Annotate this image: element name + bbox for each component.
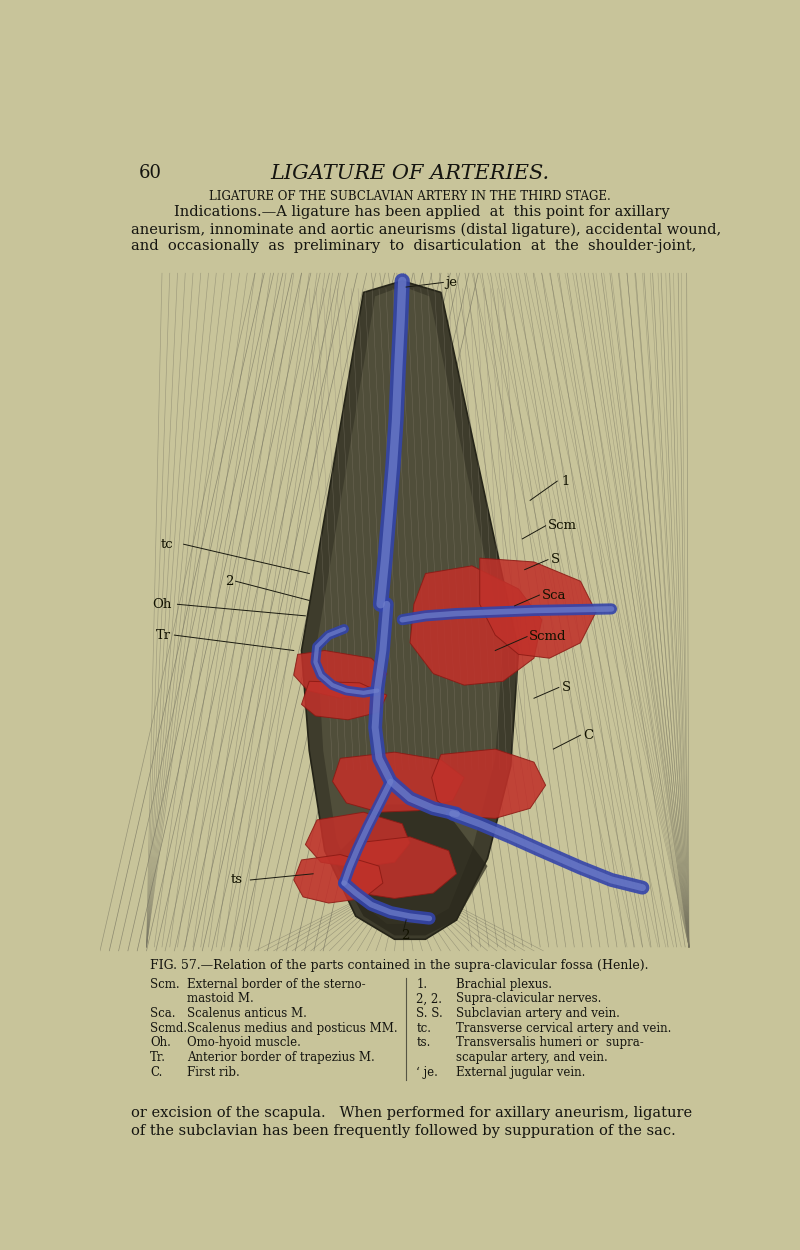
Text: or excision of the scapula.   When performed for axillary aneurism, ligature: or excision of the scapula. When perform… bbox=[131, 1105, 692, 1120]
Text: Tr: Tr bbox=[156, 629, 171, 641]
Text: mastoid M.: mastoid M. bbox=[187, 992, 254, 1005]
Text: Transversalis humeri or  supra-: Transversalis humeri or supra- bbox=[457, 1036, 644, 1049]
Text: tc.: tc. bbox=[416, 1021, 431, 1035]
Text: je: je bbox=[445, 276, 457, 289]
Text: 60: 60 bbox=[138, 164, 162, 181]
Text: Scmd.: Scmd. bbox=[150, 1021, 187, 1035]
Text: Scm: Scm bbox=[548, 519, 577, 532]
Text: Sca: Sca bbox=[542, 589, 566, 601]
Text: scapular artery, and vein.: scapular artery, and vein. bbox=[457, 1051, 608, 1064]
Polygon shape bbox=[302, 281, 518, 939]
Polygon shape bbox=[432, 749, 546, 819]
Text: Sca.: Sca. bbox=[150, 1008, 176, 1020]
Text: S. S.: S. S. bbox=[416, 1008, 443, 1020]
Text: Supra-clavicular nerves.: Supra-clavicular nerves. bbox=[457, 992, 602, 1005]
Text: Subclavian artery and vein.: Subclavian artery and vein. bbox=[457, 1008, 620, 1020]
Text: tc: tc bbox=[161, 538, 173, 551]
Text: S: S bbox=[551, 554, 560, 566]
Text: 2, 2.: 2, 2. bbox=[416, 992, 442, 1005]
Text: External border of the sterno-: External border of the sterno- bbox=[187, 978, 366, 991]
Text: and  occasionally  as  preliminary  to  disarticulation  at  the  shoulder-joint: and occasionally as preliminary to disar… bbox=[131, 239, 696, 254]
Polygon shape bbox=[333, 805, 487, 935]
Polygon shape bbox=[302, 681, 386, 720]
Text: Scalenus medius and posticus MM.: Scalenus medius and posticus MM. bbox=[187, 1021, 398, 1035]
Polygon shape bbox=[317, 286, 503, 924]
Text: Oh: Oh bbox=[153, 598, 172, 611]
Text: 1.: 1. bbox=[416, 978, 427, 991]
Text: First rib.: First rib. bbox=[187, 1065, 239, 1079]
Text: Scmd: Scmd bbox=[530, 630, 567, 644]
Text: 2: 2 bbox=[401, 929, 409, 942]
Text: ts: ts bbox=[230, 874, 242, 886]
Text: 1: 1 bbox=[561, 475, 570, 488]
Polygon shape bbox=[333, 752, 464, 812]
Text: Scm.: Scm. bbox=[150, 978, 180, 991]
Text: 2: 2 bbox=[226, 575, 234, 587]
Text: Anterior border of trapezius M.: Anterior border of trapezius M. bbox=[187, 1051, 374, 1064]
Text: Scalenus anticus M.: Scalenus anticus M. bbox=[187, 1008, 306, 1020]
Polygon shape bbox=[306, 812, 410, 867]
Bar bbox=[146, 269, 689, 955]
Polygon shape bbox=[344, 836, 457, 899]
Text: C: C bbox=[584, 729, 594, 741]
Text: FIG. 57.—Relation of the parts contained in the supra-clavicular fossa (Henle).: FIG. 57.—Relation of the parts contained… bbox=[150, 959, 649, 971]
Polygon shape bbox=[410, 566, 542, 685]
Polygon shape bbox=[480, 558, 596, 659]
Text: Omo-hyoid muscle.: Omo-hyoid muscle. bbox=[187, 1036, 301, 1049]
Text: Indications.—A ligature has been applied  at  this point for axillary: Indications.—A ligature has been applied… bbox=[174, 205, 670, 220]
Text: Transverse cervical artery and vein.: Transverse cervical artery and vein. bbox=[457, 1021, 672, 1035]
Text: LIGATURE OF THE SUBCLAVIAN ARTERY IN THE THIRD STAGE.: LIGATURE OF THE SUBCLAVIAN ARTERY IN THE… bbox=[209, 190, 611, 202]
Text: ‘ je.: ‘ je. bbox=[416, 1065, 438, 1079]
Text: C.: C. bbox=[150, 1065, 162, 1079]
Text: Brachial plexus.: Brachial plexus. bbox=[457, 978, 553, 991]
Text: aneurism, innominate and aortic aneurisms (distal ligature), accidental wound,: aneurism, innominate and aortic aneurism… bbox=[131, 222, 722, 236]
Text: LIGATURE OF ARTERIES.: LIGATURE OF ARTERIES. bbox=[270, 164, 550, 182]
Text: ts.: ts. bbox=[416, 1036, 430, 1049]
Text: External jugular vein.: External jugular vein. bbox=[457, 1065, 586, 1079]
Polygon shape bbox=[294, 650, 386, 699]
Text: of the subclavian has been frequently followed by suppuration of the sac.: of the subclavian has been frequently fo… bbox=[131, 1124, 676, 1138]
Polygon shape bbox=[294, 855, 383, 902]
Text: Oh.: Oh. bbox=[150, 1036, 171, 1049]
Text: Tr.: Tr. bbox=[150, 1051, 166, 1064]
Text: S: S bbox=[562, 681, 571, 694]
